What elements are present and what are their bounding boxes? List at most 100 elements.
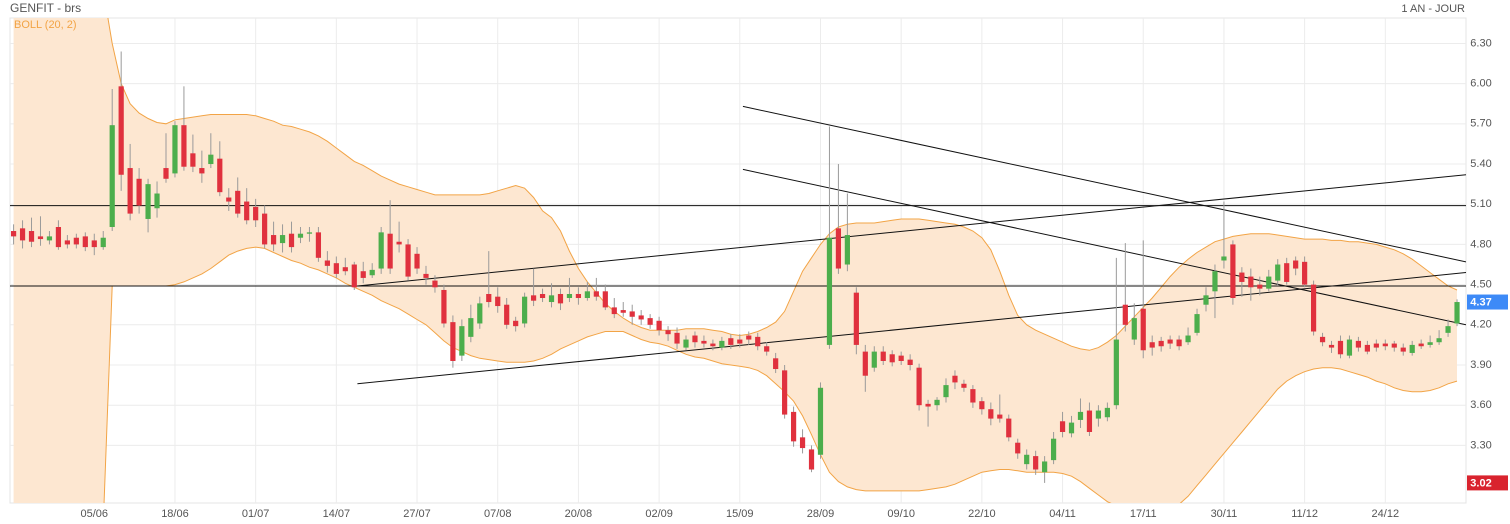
candle-body (853, 292, 859, 345)
candle-body (1293, 260, 1299, 269)
candle-body (441, 289, 447, 324)
x-tick-label: 18/06 (161, 508, 189, 520)
y-tick-label: 4.20 (1470, 319, 1491, 331)
candle-body (656, 320, 662, 331)
band-lower (103, 246, 1458, 503)
candle-body (235, 190, 241, 214)
candle-body (208, 154, 214, 165)
candle-body (253, 206, 259, 221)
candle-body (522, 296, 528, 324)
candle-body (871, 351, 877, 368)
candle-body (477, 303, 483, 324)
x-tick-label: 02/09 (645, 508, 673, 520)
candle-body (1418, 343, 1424, 347)
candle-body (1337, 340, 1344, 355)
trend-line (742, 105, 1466, 263)
candle-body (1095, 410, 1102, 419)
x-tick-label: 11/12 (1291, 508, 1318, 520)
x-tick-label: 30/11 (1211, 508, 1238, 520)
y-tick-label: 5.10 (1470, 198, 1491, 210)
chart-title: GENFIT - brs (10, 1, 81, 15)
candle-body (405, 244, 411, 277)
candle-body (997, 414, 1003, 419)
candle-body (288, 233, 295, 248)
candle-body (737, 339, 743, 344)
trend-line (357, 272, 1466, 385)
candle-body (575, 293, 582, 299)
candle-body (1328, 344, 1335, 348)
candle-body (539, 293, 546, 299)
candle-body (782, 370, 788, 415)
candle-body (468, 318, 474, 337)
candle-body (1445, 326, 1451, 333)
y-tick-label: 3.60 (1470, 399, 1491, 411)
candle-body (324, 260, 330, 266)
candle-body (28, 231, 35, 242)
candle-body (611, 307, 617, 315)
candle-body (486, 293, 492, 303)
candle-body (333, 263, 339, 274)
candle-body (1024, 454, 1030, 465)
candle-body (1221, 256, 1227, 261)
candle-body (378, 232, 384, 269)
candle-body (557, 293, 564, 304)
candle-body (315, 232, 322, 258)
candle-body (1033, 456, 1039, 470)
x-tick-label: 27/07 (403, 508, 431, 520)
candle-body (943, 385, 949, 398)
candle-body (1086, 410, 1093, 432)
x-tick-label: 24/12 (1372, 508, 1400, 520)
x-tick-label: 17/11 (1130, 508, 1157, 520)
candle-body (1391, 343, 1397, 348)
candle-body (199, 168, 205, 174)
x-tick-label: 22/10 (968, 508, 996, 520)
y-tick-label: 5.70 (1470, 118, 1491, 130)
candle-body (1257, 284, 1263, 289)
candle-body (548, 295, 555, 303)
candle-body (190, 153, 196, 167)
x-tick-label: 05/06 (81, 508, 109, 520)
candle-body (262, 213, 268, 245)
candle-body (91, 240, 97, 248)
price-marker (1467, 475, 1508, 491)
candle-body (19, 228, 26, 241)
candle-body (710, 343, 716, 347)
candle-body (1006, 418, 1012, 438)
candle-body (1436, 338, 1442, 343)
price-marker-label: 4.37 (1470, 296, 1491, 308)
candle-body (1042, 461, 1048, 473)
candle-body (817, 387, 824, 455)
candle-body (826, 237, 833, 345)
candle-body (1239, 272, 1245, 282)
x-tick-label: 07/08 (484, 508, 512, 520)
candle-body (1122, 304, 1128, 325)
x-tick-label: 14/07 (323, 508, 351, 520)
candle-body (82, 236, 88, 248)
y-tick-label: 3.30 (1470, 439, 1491, 451)
candle-body (566, 293, 573, 299)
candle-body (862, 351, 868, 376)
candle-body (1059, 421, 1066, 432)
candle-body (1203, 295, 1209, 305)
candle-body (1050, 438, 1057, 461)
indicator-label: BOLL (20, 2) (14, 19, 77, 31)
candle-body (1275, 264, 1281, 281)
candle-body (459, 326, 465, 356)
candle-body (952, 375, 958, 383)
candle-body (244, 201, 250, 221)
candle-body (342, 267, 348, 272)
candle-body (73, 237, 79, 245)
axis-labels: 3.30 3.60 3.90 4.20 4.50 4.80 5.10 5.40 5.70 6.00… (81, 37, 1508, 520)
candle-body (1176, 339, 1182, 347)
candle-body (118, 86, 124, 175)
candle-body (181, 125, 187, 167)
candle-body (925, 403, 931, 407)
candle-body (988, 409, 994, 419)
candle-body (217, 158, 223, 193)
candle-body (1068, 422, 1075, 434)
candle-body (773, 358, 779, 370)
candle-body (1364, 344, 1370, 352)
candle-body (1140, 308, 1146, 351)
candle-body (1230, 244, 1236, 299)
